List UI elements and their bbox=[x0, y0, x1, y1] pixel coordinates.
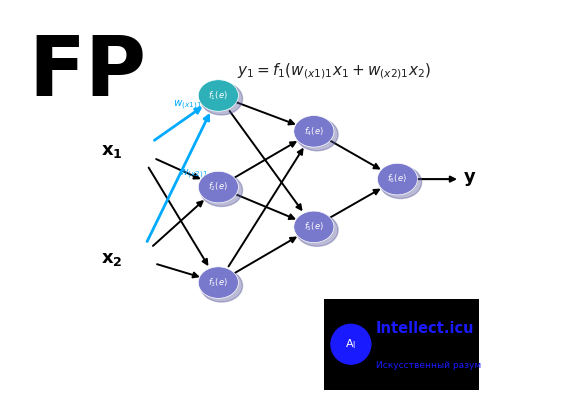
Ellipse shape bbox=[198, 267, 239, 298]
Ellipse shape bbox=[201, 82, 243, 115]
Text: $w_{(x2)1}$: $w_{(x2)1}$ bbox=[178, 168, 208, 181]
Text: $f_4(e)$: $f_4(e)$ bbox=[304, 125, 324, 138]
Text: FP: FP bbox=[29, 32, 146, 113]
Circle shape bbox=[331, 324, 371, 364]
Ellipse shape bbox=[294, 211, 334, 243]
Ellipse shape bbox=[378, 163, 418, 195]
Ellipse shape bbox=[198, 171, 239, 203]
Text: $w_{(x1)1}$: $w_{(x1)1}$ bbox=[173, 99, 201, 112]
Text: $\mathbf{x_2}$: $\mathbf{x_2}$ bbox=[101, 250, 123, 268]
Ellipse shape bbox=[296, 214, 338, 246]
FancyBboxPatch shape bbox=[324, 298, 479, 390]
Ellipse shape bbox=[294, 115, 334, 147]
Text: $f_3(e)$: $f_3(e)$ bbox=[208, 276, 228, 289]
Ellipse shape bbox=[380, 166, 422, 199]
Text: $y_1 = f_1(w_{(x1)1}x_1 + w_{(x2)1}x_2)$: $y_1 = f_1(w_{(x1)1}x_1 + w_{(x2)1}x_2)$ bbox=[237, 62, 431, 82]
Text: $\mathbf{y}$: $\mathbf{y}$ bbox=[463, 170, 476, 188]
Text: $\mathbf{x_1}$: $\mathbf{x_1}$ bbox=[101, 142, 123, 160]
Text: Intellect.icu: Intellect.icu bbox=[376, 321, 474, 336]
Text: $f_5(e)$: $f_5(e)$ bbox=[304, 220, 324, 233]
Text: $\mathrm{A_I}$: $\mathrm{A_I}$ bbox=[345, 338, 356, 351]
Text: $f_6(e)$: $f_6(e)$ bbox=[387, 173, 407, 185]
Ellipse shape bbox=[198, 80, 239, 111]
Text: Искусственный разум: Искусственный разум bbox=[376, 361, 481, 370]
Ellipse shape bbox=[201, 269, 243, 302]
Ellipse shape bbox=[296, 118, 338, 151]
Text: $f_1(e)$: $f_1(e)$ bbox=[208, 89, 228, 102]
Text: $f_2(e)$: $f_2(e)$ bbox=[208, 181, 228, 193]
Ellipse shape bbox=[201, 174, 243, 207]
